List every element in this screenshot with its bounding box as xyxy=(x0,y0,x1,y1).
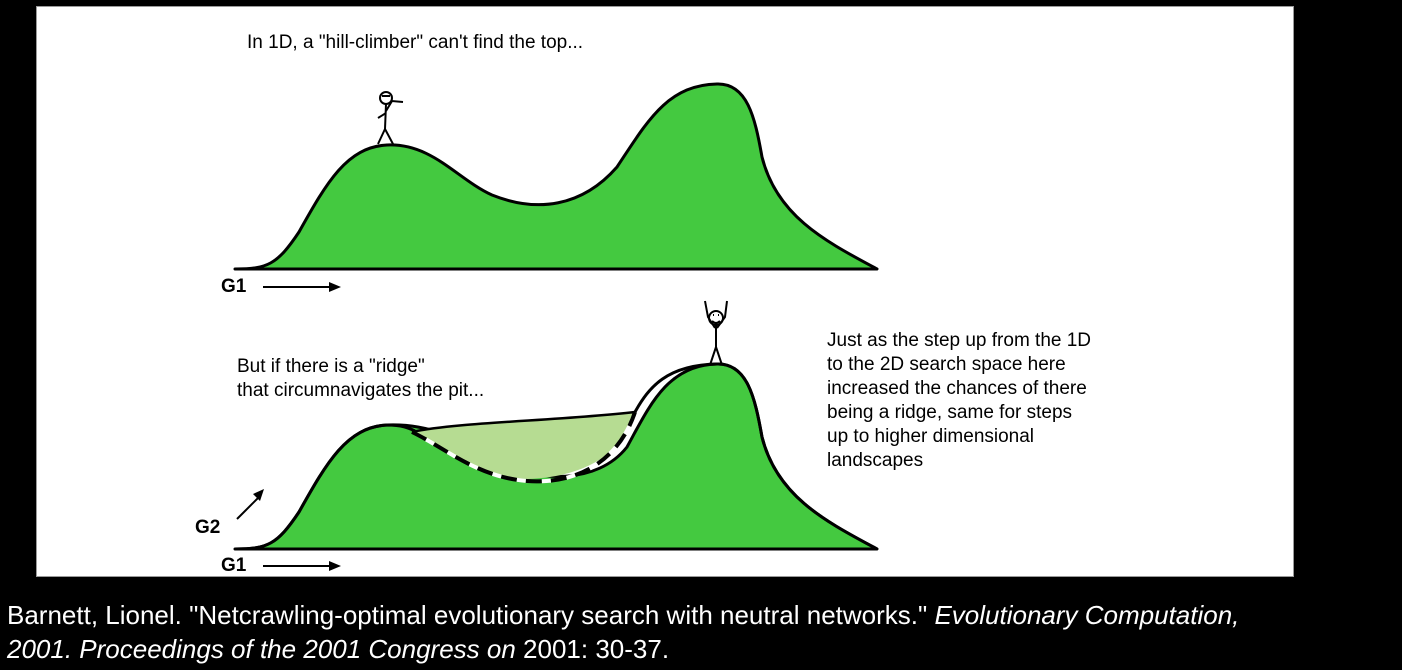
celebrating-stick-figure-icon xyxy=(704,300,728,366)
bottom-g1-label: G1 xyxy=(221,555,247,576)
side-note-line: being a ridge, same for steps xyxy=(827,402,1073,423)
ridge-caption-line-1: But if there is a "ridge" xyxy=(237,356,425,377)
top-caption: In 1D, a "hill-climber" can't find the t… xyxy=(247,32,584,53)
side-note-line: landscapes xyxy=(827,450,924,471)
searching-stick-figure-icon xyxy=(377,91,404,145)
top-g1-label: G1 xyxy=(221,276,247,297)
side-note-line: to the 2D search space here xyxy=(827,354,1066,375)
side-note-line: Just as the step up from the 1D xyxy=(827,330,1092,351)
citation-proceedings: 2001. Proceedings of the 2001 Congress o… xyxy=(7,634,516,664)
pit-dashed-curve xyxy=(411,411,637,484)
ridge-top-edge xyxy=(411,410,636,434)
g2-label: G2 xyxy=(195,517,221,538)
side-note-line: increased the chances of there xyxy=(827,378,1087,399)
citation-journal: Evolutionary Computation, xyxy=(934,600,1240,630)
g2-arrow-icon xyxy=(236,489,264,520)
bottom-g1-arrow-icon xyxy=(263,561,341,571)
bottom-landscape-outline xyxy=(234,362,878,551)
fitness-landscape-drawing xyxy=(233,82,879,571)
top-g1-arrow-icon xyxy=(263,282,341,292)
citation-pages: 2001: 30-37. xyxy=(515,634,670,664)
diagram-panel: In 1D, a "hill-climber" can't find the t… xyxy=(36,6,1294,577)
citation-text: Barnett, Lionel. "Netcrawling-optimal ev… xyxy=(7,600,935,630)
side-note-line: up to higher dimensional xyxy=(827,426,1035,447)
ridge-caption-line-2: that circumnavigates the pit... xyxy=(237,380,485,401)
citation: Barnett, Lionel. "Netcrawling-optimal ev… xyxy=(7,598,1402,666)
top-landscape-hill xyxy=(233,82,879,271)
